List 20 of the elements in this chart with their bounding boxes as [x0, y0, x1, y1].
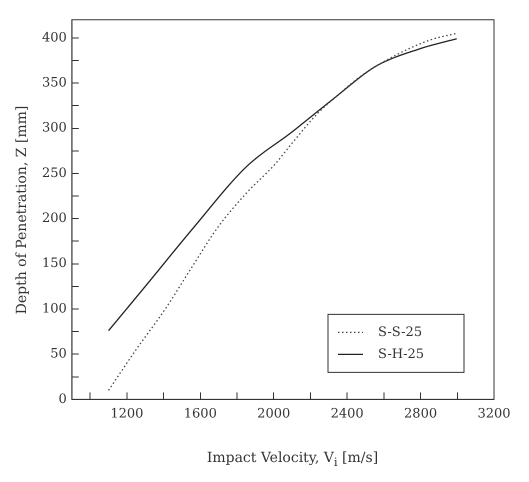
y-tick-label: 100 — [42, 301, 67, 316]
y-tick-label: 0 — [58, 392, 67, 407]
y-tick-label: 50 — [50, 346, 67, 362]
x-tick-label: 1200 — [110, 406, 144, 422]
x-axis-title: Impact Velocity, V$_{i}$ [m/s] — [206, 450, 380, 469]
y-tick-label: 250 — [42, 166, 67, 181]
legend-label: S-S-25 — [378, 324, 422, 340]
y-tick-label: 400 — [42, 30, 67, 46]
y-axis-title: Depth of Penetration, Z [mm] — [14, 106, 30, 314]
x-tick-label: 3200 — [477, 406, 511, 422]
x-tick-label: 2000 — [257, 406, 290, 422]
y-tick-label: 200 — [42, 211, 67, 226]
y-tick-label: 150 — [42, 256, 67, 272]
x-tick-label: 2400 — [330, 406, 364, 422]
legend-label: S-H-25 — [378, 346, 424, 362]
x-tick-label: 2800 — [404, 406, 438, 422]
y-tick-label: 300 — [42, 120, 67, 136]
line-series — [108, 32, 458, 392]
y-tick-label: 350 — [42, 75, 67, 90]
x-tick-label: 1600 — [184, 406, 217, 422]
